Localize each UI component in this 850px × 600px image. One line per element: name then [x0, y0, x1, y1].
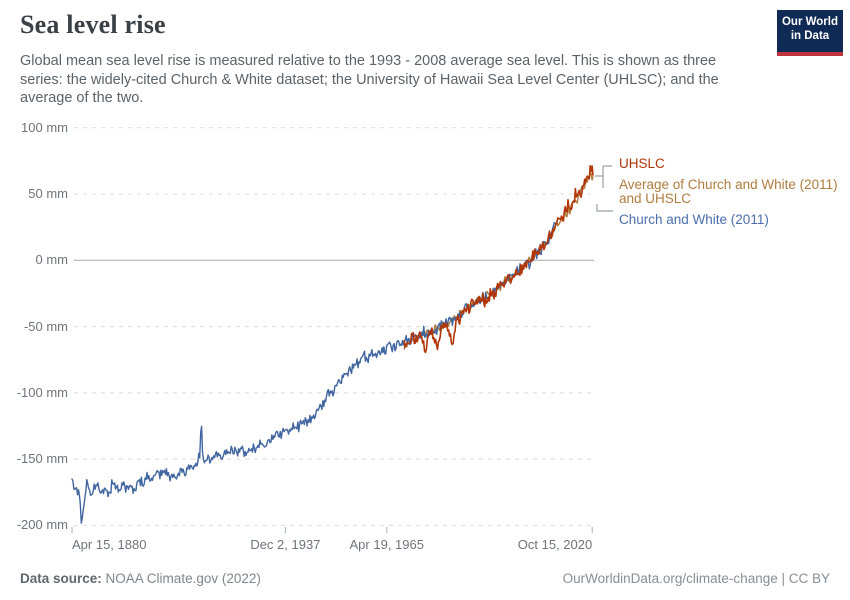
data-source-label: Data source:: [20, 571, 102, 586]
legend-connector-lower: [596, 204, 613, 212]
y-tick-label: 100 mm: [21, 119, 68, 135]
chart-legend: UHSLC Average of Church and White (2011)…: [619, 156, 843, 233]
x-tick-label: Oct 15, 2020: [517, 537, 593, 552]
owid-logo-line2: in Data: [790, 29, 830, 42]
series-line-average[interactable]: [403, 172, 594, 350]
page-title: Sea level rise: [20, 10, 166, 39]
y-tick-label: 0 mm: [35, 252, 69, 268]
legend-item-church-and-white[interactable]: Church and White (2011): [619, 211, 843, 228]
chart-subtitle: Global mean sea level rise is measured r…: [20, 53, 719, 106]
license-note[interactable]: OurWorldinData.org/climate-change | CC B…: [562, 571, 830, 586]
y-tick-label: 50 mm: [28, 186, 68, 202]
y-tick-label: -200 mm: [16, 517, 68, 533]
y-tick-label: -150 mm: [16, 451, 68, 467]
legend-label-uhslc: UHSLC: [619, 156, 665, 171]
series-line-church[interactable]: [71, 221, 556, 524]
legend-item-uhslc[interactable]: UHSLC: [619, 156, 843, 172]
series-line-uhslc[interactable]: [403, 165, 594, 354]
y-tick-label: -50 mm: [23, 318, 68, 334]
legend-connector-upper: [595, 165, 612, 188]
legend-label-average: Average of Church and White (2011) and U…: [619, 176, 838, 206]
data-source: Data source: NOAA Climate.gov (2022): [20, 571, 261, 586]
legend-label-church-and-white: Church and White (2011): [619, 211, 769, 227]
owid-logo[interactable]: Our World in Data: [777, 10, 843, 56]
x-tick-label: Apr 15, 1880: [72, 537, 147, 552]
y-tick-label: -100 mm: [16, 384, 68, 400]
owid-logo-line1: Our World: [781, 16, 838, 28]
chart-footer: Data source: NOAA Climate.gov (2022) Our…: [20, 571, 830, 586]
x-tick-label: Dec 2, 1937: [250, 537, 321, 552]
x-tick-label: Apr 19, 1965: [349, 537, 424, 552]
legend-item-average[interactable]: Average of Church and White (2011) and U…: [619, 176, 843, 207]
data-source-value: NOAA Climate.gov (2022): [105, 571, 261, 586]
